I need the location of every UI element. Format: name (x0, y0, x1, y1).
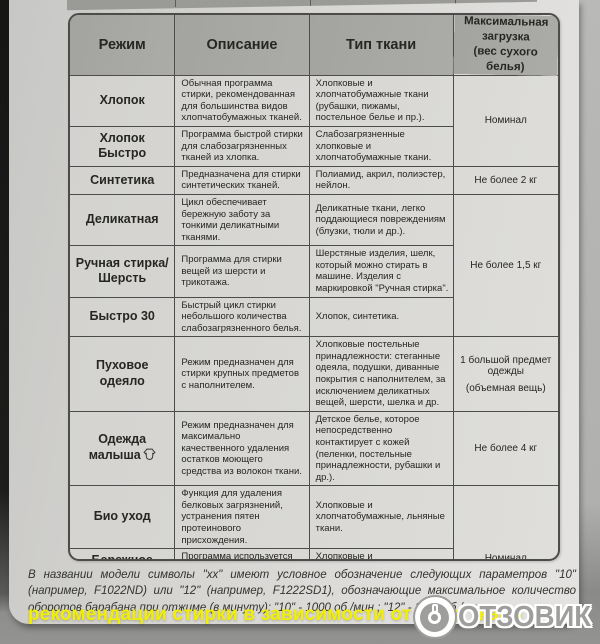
fabric-cell: Деликатные ткани, легко поддающиеся повр… (308, 193, 454, 247)
description-cell: Программа для стирки вещей из шерсти и т… (174, 245, 310, 298)
fabric-cell: Слабозагрязненные хлопковые и хлопчатобу… (308, 126, 454, 167)
mode-cell: Синтетика (70, 165, 176, 195)
description-cell: Предназначена для стирки синтетических т… (174, 165, 310, 195)
mode-cell: Ручная стирка/ Шерсть (70, 245, 176, 298)
header-mode: Режим (70, 15, 176, 76)
caption-banner: рекомендации стирки в зависимости от вид… (28, 604, 523, 625)
load-cell: Не более 1,5 кг (452, 193, 558, 338)
description-cell: Функция для удаления белковых загрязнени… (174, 485, 310, 550)
fabric-cell: Полиамид, акрил, полиэстер, нейлон. (308, 165, 454, 195)
fabric-cell: Хлопковые постельные принадлежности: сте… (308, 336, 454, 412)
load-cell: Не более 2 кг (452, 165, 558, 195)
fabric-cell: Хлопковые и хлопчатобумажные, льняные тк… (308, 548, 454, 559)
baby-clothes-icon (143, 448, 156, 466)
header-fabric: Тип ткани (308, 15, 454, 76)
fabric-cell: Хлопковые и хлопчатобумажные, льняные тк… (308, 485, 454, 550)
description-cell: Режим предназначен для максимально качес… (174, 410, 310, 487)
fabric-cell: Детское белье, которое непосредственно к… (308, 410, 454, 487)
table-row: Пуховое одеяло Режим предназначен для ст… (70, 336, 558, 412)
table-row: Бережное кипячение Программа используетс… (70, 548, 558, 559)
mode-cell: Био уход (70, 485, 176, 550)
mode-cell: Хлопок (70, 74, 176, 128)
remnant-divider (455, 0, 456, 7)
mode-cell: Быстро 30 (70, 296, 176, 338)
description-cell: Обычная программа стирки, рекомендованна… (174, 74, 310, 128)
otzovik-logo-icon (414, 597, 455, 637)
mode-cell: Деликатная (70, 193, 176, 247)
load-cell: 1 большой предмет одежды (объемная вещь) (452, 336, 558, 412)
description-cell: Программа используется для стирки белосн… (174, 548, 310, 559)
table-row: Био уход Функция для удаления белковых з… (70, 485, 558, 559)
fabric-cell: Хлопок, синтетика. (308, 296, 454, 338)
watermark-text: ОТЗОВИК (457, 600, 591, 633)
description-cell: Цикл обеспечивает бережную заботу за тон… (174, 193, 310, 247)
mode-cell: Хлопок Быстро (70, 126, 176, 167)
description-cell: Быстрый цикл стирки небольшого количеств… (174, 296, 310, 338)
table-row: Деликатная Цикл обеспечивает бережную за… (70, 193, 558, 338)
fabric-cell: Хлопковые и хлопчатобумажные ткани (руба… (308, 74, 454, 128)
model-naming-footnote: В названии модели символы "xx" имеют усл… (28, 569, 576, 614)
table-row: Хлопок Обычная программа стирки, рекомен… (70, 74, 558, 167)
wash-programs-table: Режим Описание Тип ткани Максимальная за… (68, 13, 560, 561)
fabric-cell: Шерстяные изделия, шелк, который можно с… (308, 245, 454, 298)
header-max-load: Максимальная загрузка (вес сухого белья) (452, 15, 558, 77)
load-cell: Номинал (452, 74, 558, 167)
remnant-divider (310, 0, 311, 7)
previous-table-remnant (67, 0, 537, 11)
otzovik-watermark: ОТЗОВИК (414, 597, 598, 637)
table-row: Синтетика Предназначена для стирки синте… (70, 165, 558, 195)
header-row: Режим Описание Тип ткани Максимальная за… (70, 15, 558, 77)
remnant-divider (175, 0, 176, 7)
photo-dark-left-edge (0, 0, 9, 612)
mode-cell: Бережное кипячение (70, 548, 176, 559)
table-row: Одежда малыша Режим предназначен для мак… (70, 410, 558, 487)
description-cell: Режим предназначен для стирки крупных пр… (174, 336, 310, 412)
mode-cell: Пуховое одеяло (70, 336, 176, 412)
table-row: Ручная стирка/ Шерсть Программа для стир… (70, 245, 558, 298)
description-cell: Программа быстрой стирки для слабозагряз… (174, 126, 310, 167)
mode-cell: Одежда малыша (70, 410, 176, 487)
load-cell: Не более 4 кг (452, 410, 558, 487)
load-cell: Номинал (452, 485, 558, 559)
header-description: Описание (174, 15, 310, 76)
